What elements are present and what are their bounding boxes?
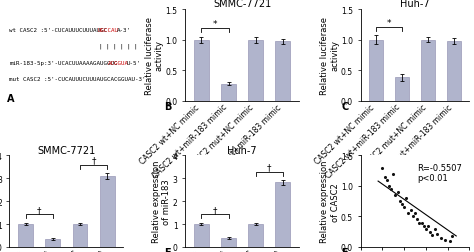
Text: miR-183-5p:3'-UCACUUAAAAGAUGGUC: miR-183-5p:3'-UCACUUAAAAGAUGGUC: [9, 60, 118, 66]
Point: [402, 196, 410, 200]
Bar: [221, 238, 236, 247]
Point: [383, 178, 391, 182]
Point: [411, 211, 419, 215]
Point: [398, 202, 406, 206]
Title: SMMC-7721: SMMC-7721: [213, 0, 271, 9]
Bar: [194, 224, 209, 247]
Y-axis label: Relative luciferase
activity: Relative luciferase activity: [320, 17, 339, 94]
Point: [405, 211, 412, 215]
Text: †: †: [213, 205, 217, 214]
Text: ACGGUA: ACGGUA: [108, 60, 128, 66]
Point: [387, 187, 395, 191]
Text: F: F: [341, 247, 348, 252]
Point: [424, 224, 432, 228]
Bar: [421, 41, 435, 101]
Point: [385, 184, 393, 188]
Point: [437, 236, 445, 240]
Text: UGCCAU: UGCCAU: [98, 28, 119, 33]
Point: [416, 221, 423, 225]
Text: A: A: [7, 94, 15, 104]
Text: *: *: [213, 20, 217, 29]
Point: [433, 232, 440, 236]
Point: [401, 205, 408, 209]
Point: [427, 230, 434, 234]
Bar: [18, 224, 33, 247]
Text: A-3': A-3': [117, 28, 131, 33]
Text: E: E: [164, 247, 171, 252]
Text: †: †: [37, 205, 42, 214]
Bar: [46, 239, 60, 247]
Title: Huh-7: Huh-7: [227, 145, 257, 155]
Point: [381, 175, 388, 179]
Point: [431, 227, 438, 231]
Point: [394, 190, 401, 194]
Point: [428, 233, 436, 237]
Text: C: C: [341, 101, 348, 111]
Bar: [100, 176, 115, 247]
Title: SMMC-7721: SMMC-7721: [37, 145, 96, 155]
Point: [446, 239, 454, 243]
Bar: [447, 42, 461, 101]
Title: Huh-7: Huh-7: [400, 0, 430, 9]
Point: [390, 172, 397, 176]
Bar: [73, 224, 88, 247]
Text: wt CASC2 :5'-CUCAUUUCUUUAUGC: wt CASC2 :5'-CUCAUUUCUUUAUGC: [9, 28, 108, 33]
Point: [448, 234, 456, 238]
Y-axis label: Relative luciferase
activity: Relative luciferase activity: [145, 17, 164, 94]
Text: U-5': U-5': [127, 60, 141, 66]
Point: [418, 221, 425, 225]
Point: [396, 199, 403, 203]
Text: †: †: [267, 163, 272, 172]
Text: †: †: [91, 156, 96, 165]
Bar: [369, 41, 383, 101]
Bar: [275, 42, 290, 101]
Point: [420, 224, 428, 228]
Text: B: B: [164, 101, 172, 111]
Point: [442, 238, 449, 242]
Bar: [194, 41, 209, 101]
Point: [379, 166, 386, 170]
Point: [409, 214, 417, 218]
Text: mut CASC2 :5'-CUCAUUUCUUUAUGCACGGUAU-3': mut CASC2 :5'-CUCAUUUCUUUAUGCACGGUAU-3': [9, 77, 146, 82]
Point: [392, 193, 399, 197]
Bar: [395, 78, 409, 101]
Bar: [275, 183, 290, 247]
Y-axis label: Relative expression
of CASC2: Relative expression of CASC2: [320, 160, 339, 242]
Bar: [221, 84, 236, 101]
Text: | | | | | |: | | | | | |: [99, 44, 138, 49]
Point: [407, 208, 414, 212]
Bar: [248, 41, 263, 101]
Point: [413, 218, 421, 222]
Text: R=-0.5507
p<0.01: R=-0.5507 p<0.01: [417, 163, 462, 182]
Point: [422, 227, 429, 231]
Bar: [248, 224, 263, 247]
Text: *: *: [387, 19, 392, 27]
Y-axis label: Relative expression
of miR-183: Relative expression of miR-183: [152, 160, 171, 242]
